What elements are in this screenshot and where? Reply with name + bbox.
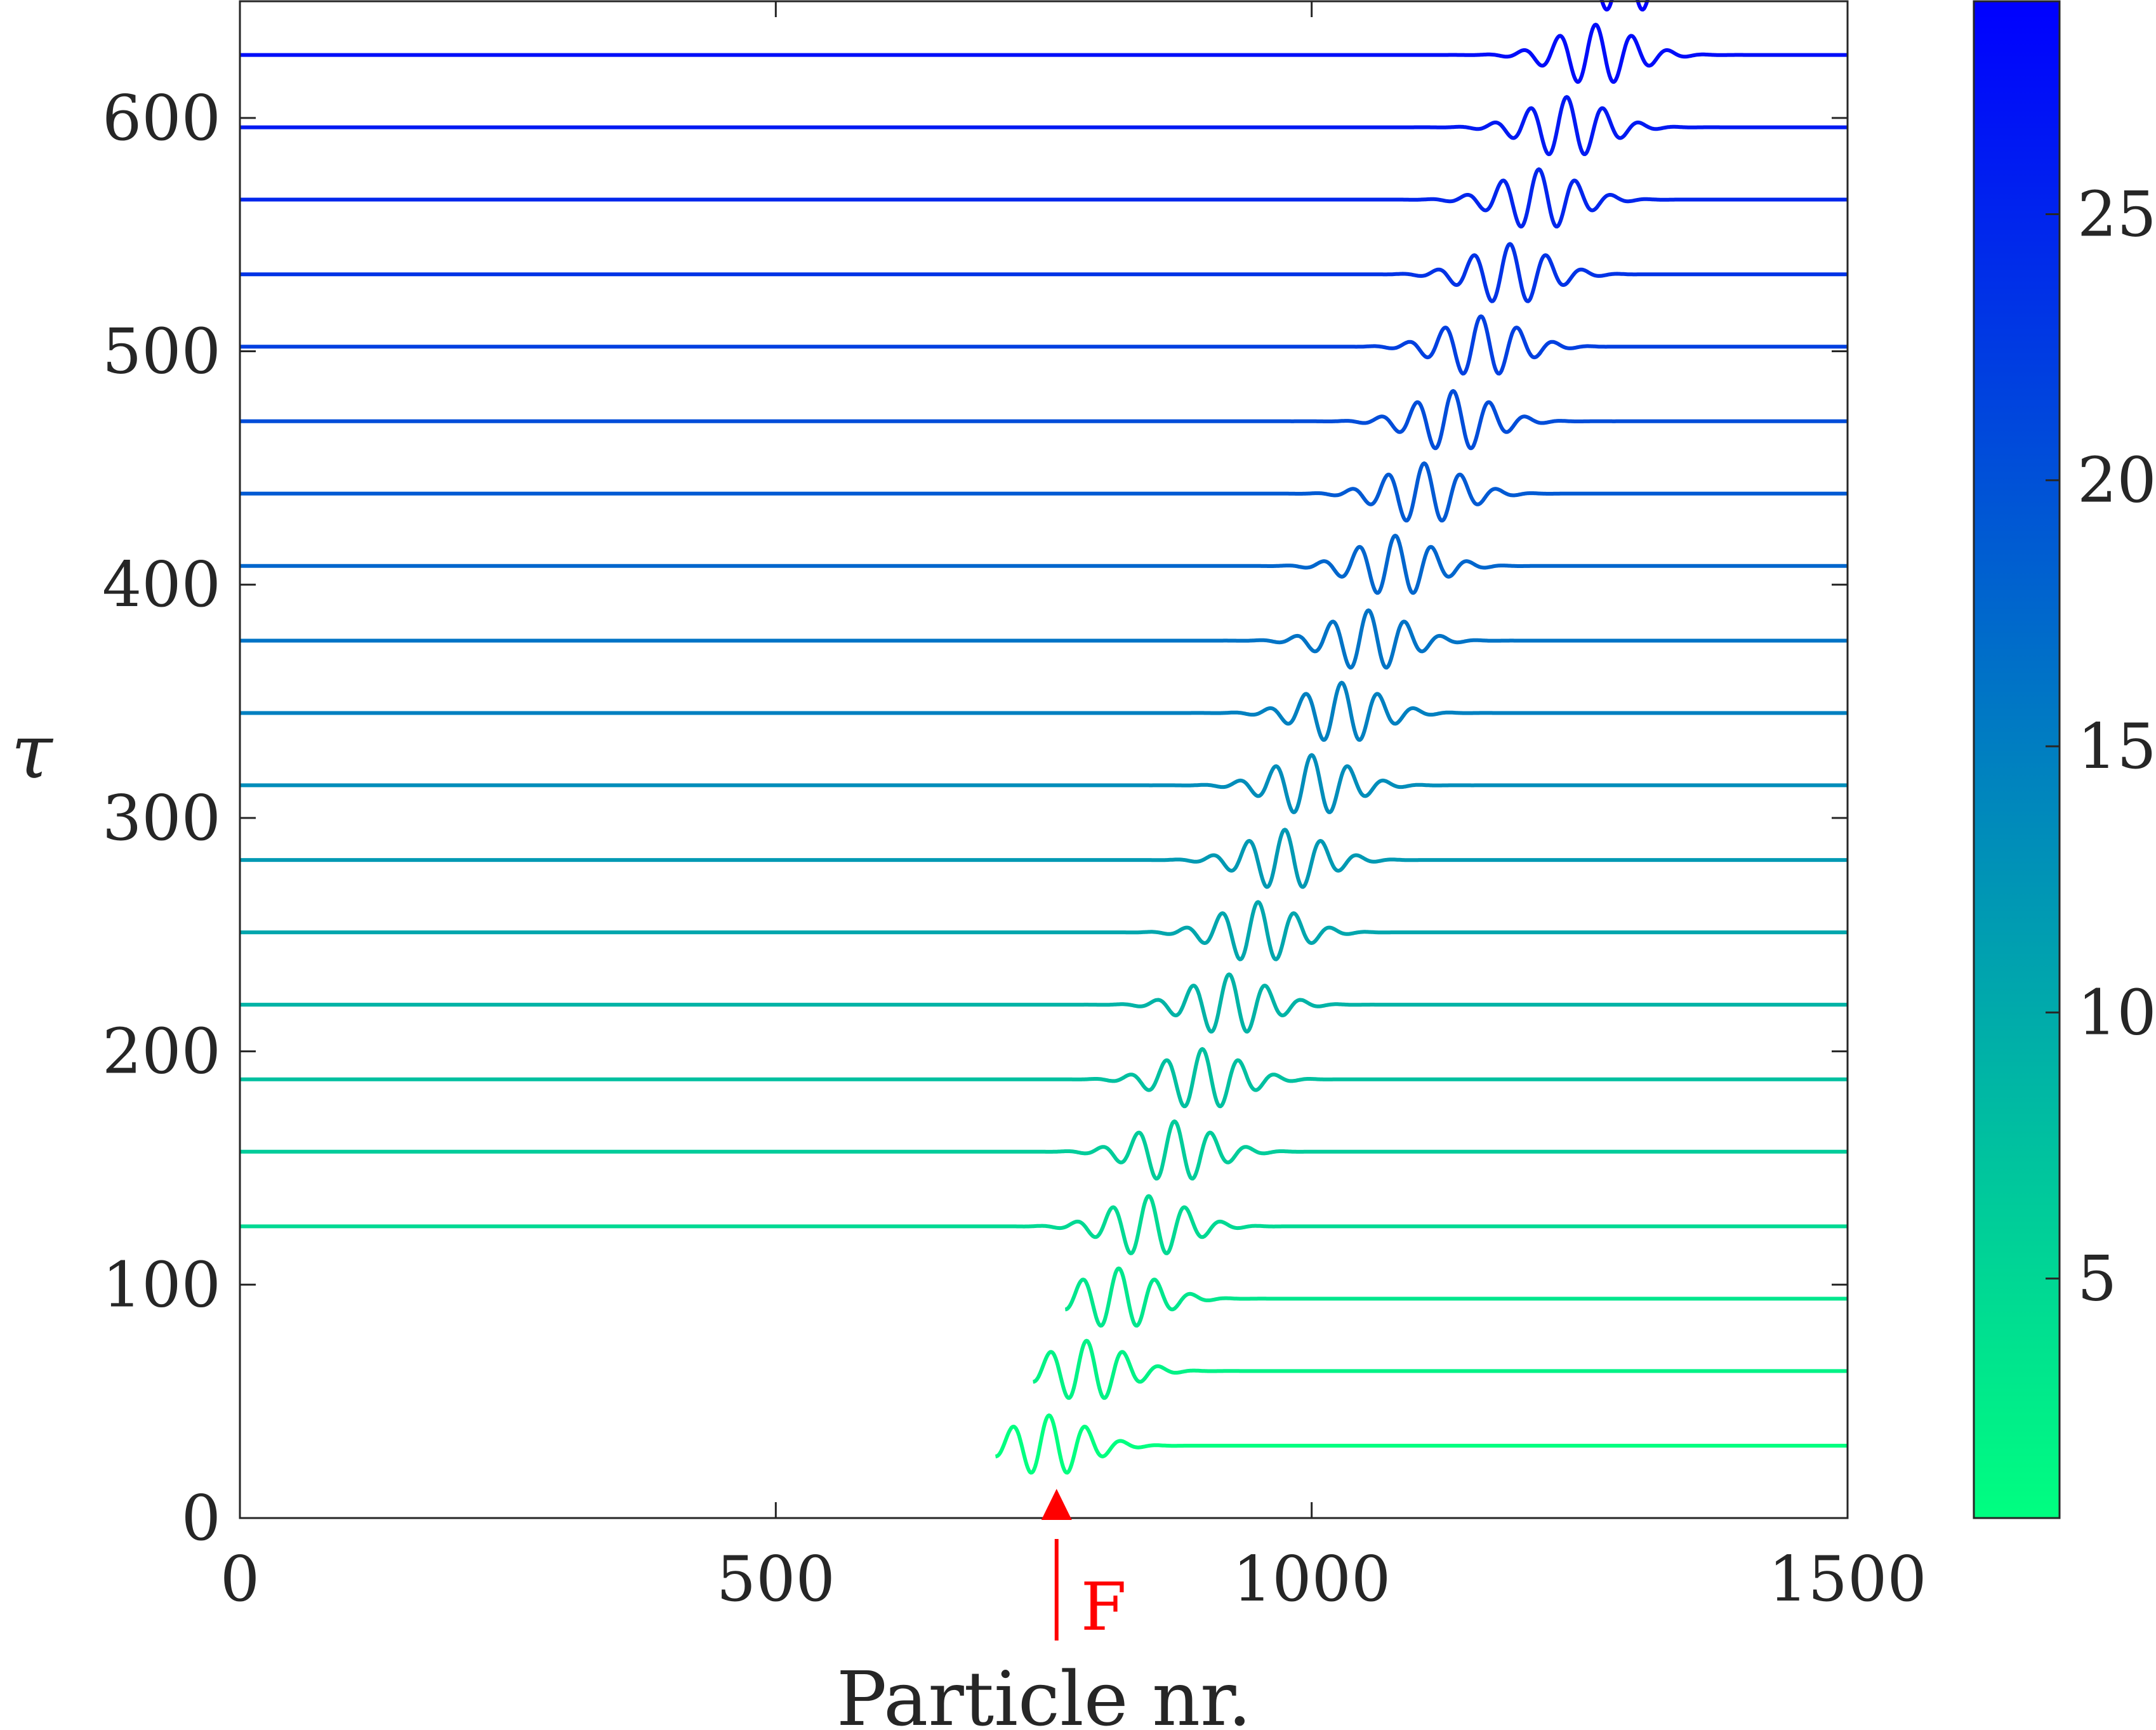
colorbar-tick-label: 25 bbox=[2077, 178, 2156, 251]
trace-line bbox=[239, 1194, 1849, 1255]
force-arrow-head bbox=[1041, 1489, 1072, 1520]
y-tick-label: 100 bbox=[102, 1249, 221, 1321]
x-axis-label: Particle nr. bbox=[837, 1655, 1252, 1730]
wave-traces bbox=[239, 0, 1849, 1475]
y-tick-label: 200 bbox=[102, 1016, 221, 1088]
trace-line bbox=[1032, 1338, 1849, 1400]
trace-line bbox=[239, 314, 1849, 376]
y-tick-label: 500 bbox=[102, 316, 221, 388]
y-axis-ticks: 0 100 200 300 400 500 600 bbox=[102, 83, 1848, 1555]
colorbar-ticks: 5 10 15 20 25 bbox=[2046, 178, 2156, 1316]
trace-line bbox=[239, 900, 1849, 961]
y-axis-label: τ bbox=[11, 708, 53, 795]
x-axis-ticks: 0 500 1000 1500 bbox=[220, 1, 1927, 1616]
colorbar-tick-label: 20 bbox=[2077, 445, 2156, 517]
trace-line bbox=[239, 753, 1849, 814]
trace-line bbox=[239, 534, 1849, 595]
trace-line bbox=[239, 680, 1849, 742]
force-annotation: F bbox=[1041, 1489, 1127, 1646]
colorbar-tick-label: 10 bbox=[2077, 977, 2156, 1049]
trace-line bbox=[239, 95, 1849, 156]
trace-line bbox=[239, 608, 1849, 670]
trace-line bbox=[239, 1119, 1849, 1181]
y-tick-label: 400 bbox=[102, 549, 221, 621]
trace-line bbox=[239, 22, 1849, 84]
trace-line bbox=[239, 828, 1849, 889]
trace-line bbox=[239, 167, 1849, 228]
trace-line bbox=[239, 972, 1849, 1034]
trace-line bbox=[995, 1413, 1849, 1475]
y-tick-label: 0 bbox=[182, 1482, 221, 1555]
y-tick-label: 300 bbox=[102, 782, 221, 855]
trace-line bbox=[239, 242, 1849, 303]
colorbar: 5 10 15 20 25 bbox=[1973, 0, 2156, 1519]
x-tick-label: 1500 bbox=[1768, 1543, 1926, 1616]
trace-line bbox=[239, 461, 1849, 523]
plot-frame bbox=[239, 0, 1849, 1519]
x-tick-label: 0 bbox=[220, 1543, 260, 1616]
colorbar-tick-label: 5 bbox=[2077, 1243, 2117, 1316]
trace-line bbox=[239, 1047, 1849, 1109]
colorbar-tick-label: 15 bbox=[2077, 711, 2156, 783]
x-tick-label: 1000 bbox=[1233, 1543, 1391, 1616]
force-label: F bbox=[1081, 1568, 1127, 1646]
colorbar-gradient bbox=[1973, 0, 2061, 1519]
y-tick-label: 600 bbox=[102, 83, 221, 155]
x-tick-label: 500 bbox=[717, 1543, 835, 1616]
trace-line bbox=[1064, 1266, 1849, 1328]
trace-line bbox=[239, 389, 1849, 451]
